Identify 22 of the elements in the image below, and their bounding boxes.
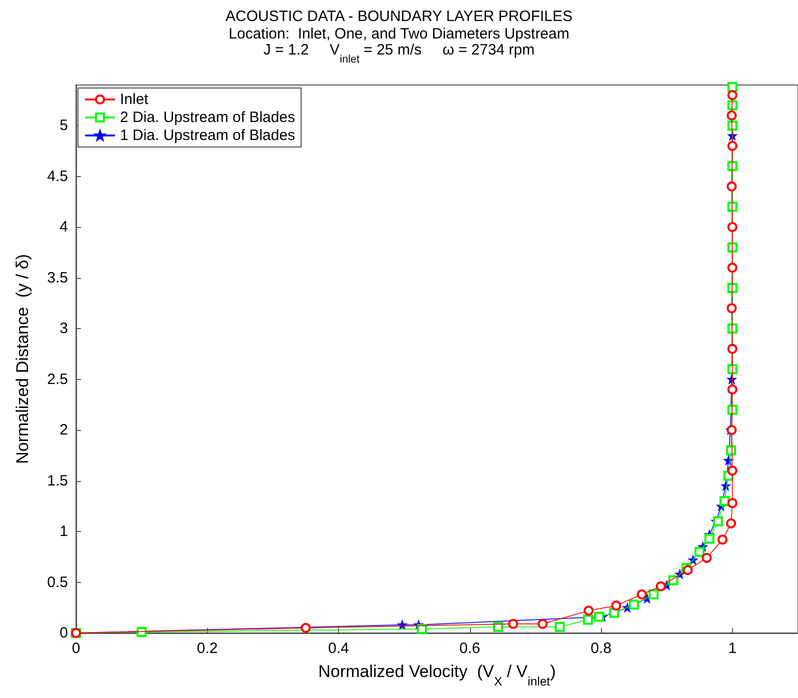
y-tick-label: 2.5 [47, 370, 68, 388]
y-axis-title: Normalized Distance (y / δ) [13, 254, 32, 464]
y-tick-label: 0 [60, 624, 68, 642]
legend-label: 2 Dia. Upstream of Blades [120, 109, 296, 126]
x-tick-label: 0.4 [328, 640, 349, 657]
chart-title: ACOUSTIC DATA - BOUNDARY LAYER PROFILES [225, 8, 573, 25]
y-tick-label: 0.5 [47, 574, 68, 591]
x-tick-label: 0.6 [459, 640, 480, 657]
y-tick-label: 3.5 [47, 269, 68, 286]
y-tick-label: 2 [60, 422, 68, 439]
y-tick-label: 5 [60, 117, 68, 134]
legend-label: 1 Dia. Upstream of Blades [120, 127, 296, 144]
x-tick-label: 0 [72, 640, 80, 657]
legend-label: Inlet [120, 91, 150, 108]
y-tick-label: 3 [60, 320, 68, 338]
y-tick-label: 1.5 [47, 472, 68, 490]
y-tick-label: 1 [60, 523, 68, 540]
x-tick-label: 0.2 [196, 640, 218, 657]
x-tick-label: 0.8 [590, 640, 612, 657]
y-tick-label: 4.5 [47, 168, 68, 185]
x-tick-label: 1 [728, 640, 737, 657]
y-tick-label: 4 [60, 218, 68, 236]
